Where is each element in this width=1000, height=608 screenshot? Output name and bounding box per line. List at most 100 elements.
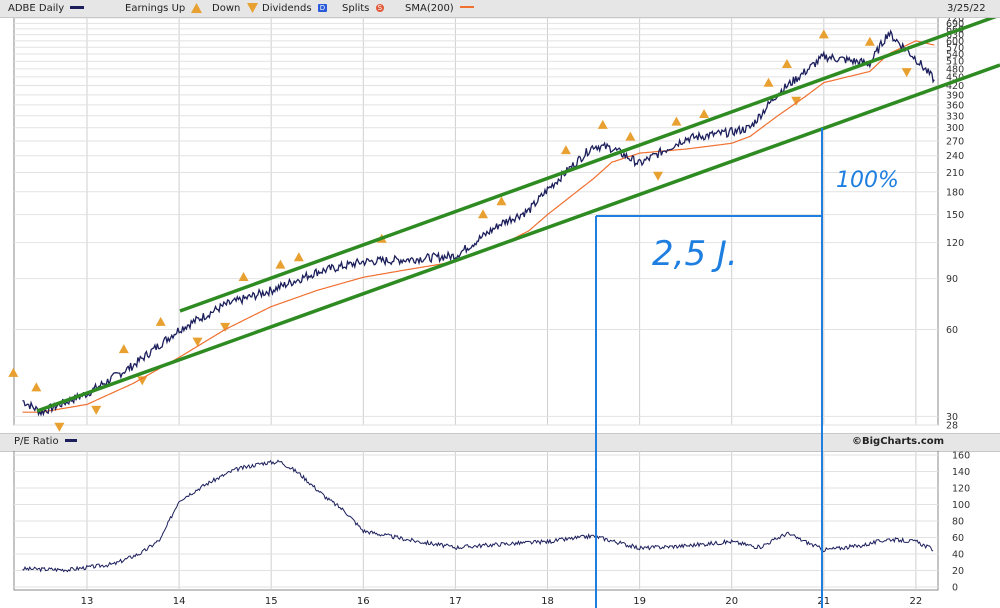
pe-chart: 0 20 40 60 80 100 120 140 160 13 14 15 16 17 18 19 20 21… — [13, 451, 970, 607]
x-tick-20: 20 — [725, 596, 738, 607]
price-ytick-30: 30 — [946, 412, 958, 423]
earnings-down-marker — [901, 68, 912, 78]
price-ytick-480: 480 — [946, 64, 964, 75]
bigcharts-credit: ©BigCharts.com — [852, 436, 945, 447]
pe-ytick-140: 140 — [952, 467, 970, 478]
price-ytick-270: 270 — [946, 136, 964, 147]
earnings-down-legend: Down — [212, 3, 258, 14]
earnings-up-marker — [597, 119, 608, 129]
pe-ytick-160: 160 — [952, 451, 970, 462]
price-ytick-420: 420 — [946, 81, 964, 92]
sma-swatch-icon — [459, 6, 474, 8]
earnings-down-marker — [54, 422, 65, 432]
earnings-up-text: Earnings Up — [125, 3, 186, 14]
pe-panel-header: P/E Ratio ©BigCharts.com — [0, 433, 1000, 452]
x-tick-17: 17 — [449, 596, 462, 607]
pe-y-axis: 0 20 40 60 80 100 120 140 160 — [952, 451, 970, 594]
price-ytick-540: 540 — [946, 50, 964, 61]
earnings-up-icon — [191, 3, 203, 13]
dividends-legend: Dividends D — [262, 3, 328, 14]
earnings-markers — [8, 29, 912, 432]
earnings-down-marker — [791, 96, 802, 106]
sma-text: SMA(200) — [405, 3, 454, 14]
sma-legend: SMA(200) — [405, 3, 474, 14]
channel-lower-line — [36, 63, 1000, 413]
x-tick-18: 18 — [541, 596, 554, 607]
price-ytick-390: 390 — [946, 90, 964, 101]
earnings-up-marker — [864, 36, 875, 46]
price-ytick-150: 150 — [946, 210, 964, 221]
price-ytick-720: 720 — [946, 18, 964, 25]
earnings-up-marker — [155, 316, 166, 326]
x-tick-16: 16 — [357, 596, 370, 607]
pe-ytick-120: 120 — [952, 484, 970, 495]
price-ytick-120: 120 — [946, 238, 964, 249]
earnings-down-marker — [137, 376, 148, 386]
earnings-up-marker — [496, 196, 507, 206]
x-tick-19: 19 — [633, 596, 646, 607]
price-grid — [14, 18, 938, 426]
pe-label-text: P/E Ratio — [14, 436, 59, 447]
earnings-up-marker — [31, 382, 42, 392]
pe-ytick-100: 100 — [952, 500, 970, 511]
pe-ytick-80: 80 — [952, 517, 964, 528]
price-ytick-210: 210 — [946, 168, 964, 179]
price-ytick-28: 28 — [946, 421, 958, 432]
pe-label: P/E Ratio — [14, 436, 77, 447]
earnings-down-icon — [246, 3, 258, 13]
splits-badge-icon: S — [375, 4, 385, 12]
pe-swatch-icon — [64, 439, 77, 442]
price-ytick-450: 450 — [946, 72, 964, 83]
earnings-up-marker — [293, 252, 304, 262]
price-ytick-360: 360 — [946, 100, 964, 111]
price-ytick-570: 570 — [946, 43, 964, 54]
x-tick-14: 14 — [173, 596, 186, 607]
channel-upper-line — [179, 18, 997, 313]
earnings-up-marker — [8, 367, 19, 377]
splits-text: Splits — [342, 3, 370, 14]
price-ytick-630: 630 — [946, 30, 964, 41]
price-ytick-600: 600 — [946, 36, 964, 47]
chart-header: ADBE Daily Earnings Up Down Dividends D … — [0, 0, 1000, 18]
price-swatch-icon — [70, 6, 85, 9]
pe-ytick-60: 60 — [952, 533, 964, 544]
price-ytick-240: 240 — [946, 151, 964, 162]
dividends-badge-icon: D — [317, 4, 328, 12]
chart-date: 3/25/22 — [947, 3, 986, 14]
earnings-up-marker — [781, 58, 792, 68]
dividends-text: Dividends — [262, 3, 312, 14]
pe-ytick-0: 0 — [952, 583, 958, 594]
earnings-down-marker — [91, 405, 102, 415]
pe-ytick-40: 40 — [952, 550, 964, 561]
price-ytick-90: 90 — [946, 274, 958, 285]
price-ytick-510: 510 — [946, 57, 964, 68]
pe-ytick-20: 20 — [952, 566, 964, 577]
price-ytick-330: 330 — [946, 111, 964, 122]
earnings-up-marker — [625, 131, 636, 141]
earnings-up-marker — [699, 108, 710, 118]
earnings-up-marker — [238, 272, 249, 282]
x-axis: 13 14 15 16 17 18 19 20 21 22 — [81, 596, 923, 607]
x-tick-21: 21 — [817, 596, 830, 607]
earnings-down-marker — [192, 337, 203, 347]
ticker-label: ADBE Daily — [8, 3, 85, 14]
earnings-up-marker — [560, 145, 571, 155]
pe-line — [22, 459, 934, 573]
x-tick-15: 15 — [265, 596, 278, 607]
earnings-up-marker — [118, 344, 129, 354]
earnings-up-marker — [763, 77, 774, 87]
x-tick-13: 13 — [81, 596, 94, 607]
earnings-down-marker — [220, 322, 231, 332]
earnings-down-text: Down — [212, 3, 241, 14]
x-tick-22: 22 — [910, 596, 923, 607]
price-ytick-60: 60 — [946, 325, 958, 336]
earnings-up-legend: Earnings Up — [125, 3, 203, 14]
pe-series — [22, 459, 934, 573]
splits-legend: Splits S — [342, 3, 385, 14]
earnings-up-marker — [671, 116, 682, 126]
earnings-down-marker — [653, 171, 664, 181]
price-ytick-300: 300 — [946, 123, 964, 134]
price-ytick-690: 690 — [946, 19, 964, 30]
